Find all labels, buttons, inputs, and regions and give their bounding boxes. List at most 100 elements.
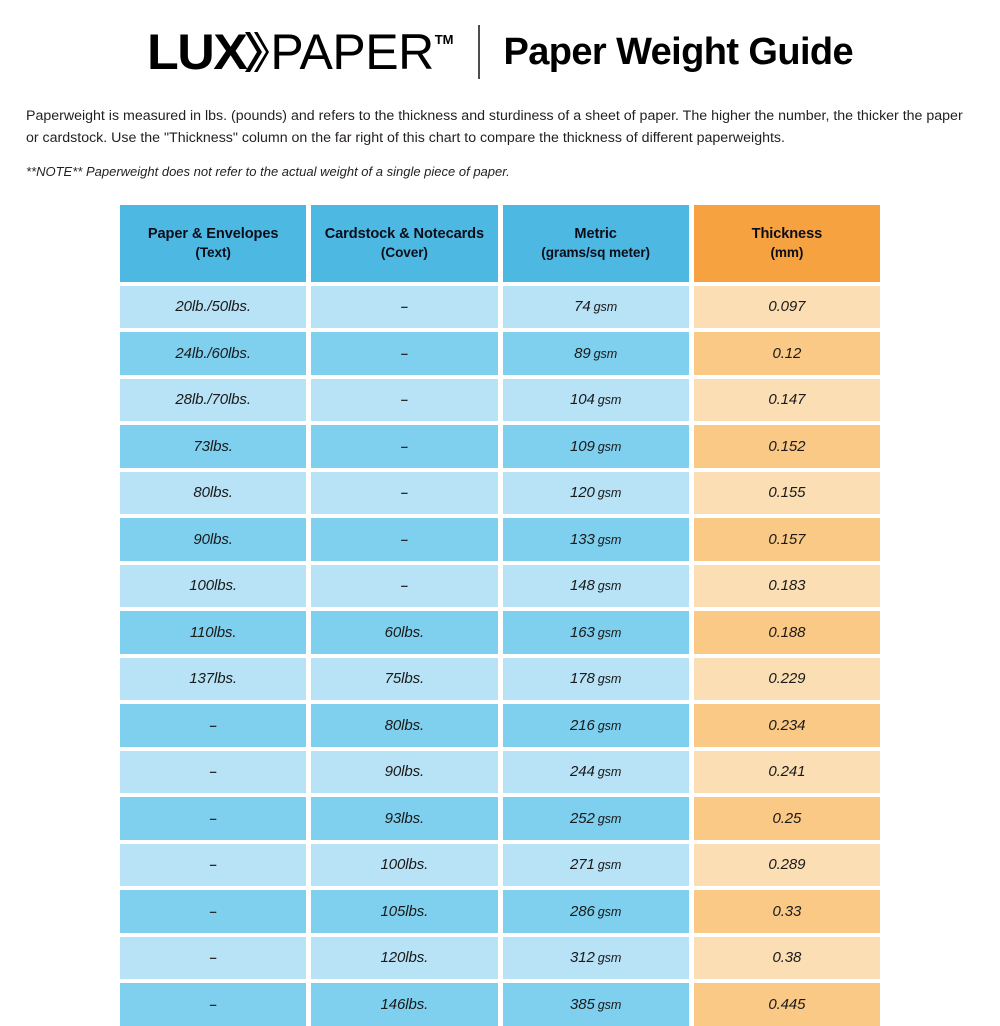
cell-thickness-value: 0.25: [772, 809, 802, 827]
cell-metric: 148 gsm: [502, 564, 689, 608]
metric-value: 163 gsm: [570, 624, 621, 641]
table-row: 137lbs. 75lbs. 178 gsm 0.229: [120, 657, 880, 701]
table-row: 24lb./60lbs. – 89 gsm 0.12: [120, 332, 880, 375]
cell-paper-envelopes: 24lb./60lbs.: [120, 332, 307, 375]
cell-paper-envelopes-value: 24lb./60lbs.: [175, 344, 251, 362]
paper-weight-table: Paper & Envelopes (Text) Cardstock & Not…: [120, 204, 880, 1026]
cell-cardstock-notecards: 90lbs.: [311, 750, 498, 794]
gsm-value: 252: [570, 809, 595, 827]
cell-paper-envelopes: –: [120, 936, 307, 980]
cell-thickness: 0.155: [693, 471, 880, 515]
cell-paper-envelopes-value: 73lbs.: [193, 437, 233, 455]
cell-cardstock-notecards: 120lbs.: [311, 936, 498, 980]
cell-thickness-value: 0.157: [768, 530, 806, 548]
gsm-value: 120: [570, 484, 595, 502]
cell-thickness-value: 0.234: [768, 716, 806, 734]
cell-metric: 104 gsm: [502, 378, 689, 422]
cell-thickness-value: 0.12: [772, 344, 802, 362]
gsm-unit-label: gsm: [597, 486, 622, 501]
cell-metric: 286 gsm: [502, 890, 689, 933]
gsm-value: 148: [570, 577, 595, 595]
cell-cardstock-notecards-value: 120lbs.: [380, 949, 429, 967]
cell-thickness-value: 0.33: [772, 902, 802, 920]
gsm-value: 163: [570, 623, 595, 641]
cell-paper-envelopes: –: [120, 797, 307, 840]
cell-thickness-value: 0.152: [768, 437, 806, 455]
cell-paper-envelopes: 28lb./70lbs.: [120, 378, 307, 422]
metric-value: 216 gsm: [570, 717, 621, 734]
cell-paper-envelopes-value: 80lbs.: [193, 484, 233, 502]
cell-cardstock-notecards: 80lbs.: [311, 704, 498, 747]
cell-metric: 133 gsm: [502, 518, 689, 561]
gsm-value: 178: [570, 670, 595, 688]
cell-metric: 178 gsm: [502, 657, 689, 701]
empty-value-dash: –: [400, 392, 408, 408]
metric-value: 148 gsm: [570, 577, 621, 594]
metric-value: 104 gsm: [570, 391, 621, 408]
cell-cardstock-notecards: –: [311, 285, 498, 329]
gsm-value: 286: [570, 902, 595, 920]
metric-value: 89 gsm: [574, 345, 617, 362]
cell-cardstock-notecards: 93lbs.: [311, 797, 498, 840]
gsm-unit-label: gsm: [597, 718, 622, 733]
empty-value-dash: –: [209, 903, 217, 919]
gsm-value: 216: [570, 716, 595, 734]
cell-cardstock-notecards: –: [311, 564, 498, 608]
cell-thickness: 0.183: [693, 564, 880, 608]
column-header-subtitle: (grams/sq meter): [541, 244, 650, 260]
intro-note-text: **NOTE** Paperweight does not refer to t…: [26, 163, 510, 179]
cell-metric: 163 gsm: [502, 611, 689, 654]
metric-value: 271 gsm: [570, 856, 621, 873]
cell-paper-envelopes: 137lbs.: [120, 657, 307, 701]
gsm-unit-label: gsm: [597, 672, 622, 687]
gsm-unit-label: gsm: [597, 904, 622, 919]
table-row: – 120lbs. 312 gsm 0.38: [120, 936, 880, 980]
cell-cardstock-notecards-value: 90lbs.: [384, 763, 425, 781]
table-row: 100lbs. – 148 gsm 0.183: [120, 564, 880, 608]
gsm-unit-label: gsm: [593, 300, 618, 315]
metric-value: 252 gsm: [570, 810, 621, 827]
cell-paper-envelopes: –: [120, 704, 307, 747]
cell-cardstock-notecards-value: 105lbs.: [380, 902, 429, 920]
cell-thickness: 0.445: [693, 983, 880, 1026]
gsm-unit-label: gsm: [593, 346, 618, 361]
page-title: Paper Weight Guide: [503, 30, 854, 73]
gsm-value: 109: [570, 437, 595, 455]
cell-thickness-value: 0.155: [768, 484, 806, 502]
table-row: 28lb./70lbs. – 104 gsm 0.147: [120, 378, 880, 422]
cell-thickness: 0.38: [693, 936, 880, 980]
cell-paper-envelopes-value: 110lbs.: [189, 623, 237, 641]
empty-value-dash: –: [400, 531, 408, 547]
cell-thickness: 0.097: [693, 285, 880, 329]
logo-lux-text: LUX: [146, 24, 248, 80]
table-row: – 90lbs. 244 gsm 0.241: [120, 750, 880, 794]
cell-thickness-value: 0.229: [768, 670, 806, 688]
gsm-value: 271: [570, 856, 595, 874]
empty-value-dash: –: [209, 810, 217, 826]
cell-thickness: 0.33: [693, 890, 880, 933]
cell-cardstock-notecards: –: [311, 471, 498, 515]
gsm-value: 89: [574, 344, 591, 362]
cell-paper-envelopes: 73lbs.: [120, 425, 307, 468]
cell-metric: 252 gsm: [502, 797, 689, 840]
cell-thickness-value: 0.445: [768, 995, 806, 1013]
cell-paper-envelopes: 20lb./50lbs.: [120, 285, 307, 329]
column-header-metric: Metric (grams/sq meter): [502, 204, 689, 282]
cell-thickness: 0.152: [693, 425, 880, 468]
column-header-title: Metric: [574, 226, 617, 243]
table-header-row: Paper & Envelopes (Text) Cardstock & Not…: [120, 204, 880, 282]
cell-cardstock-notecards-value: 75lbs.: [384, 670, 425, 688]
empty-value-dash: –: [209, 764, 217, 780]
cell-metric: 120 gsm: [502, 471, 689, 515]
gsm-value: 312: [570, 949, 595, 967]
cell-paper-envelopes: –: [120, 890, 307, 933]
gsm-unit-label: gsm: [597, 951, 622, 966]
empty-value-dash: –: [400, 299, 408, 315]
cell-thickness: 0.241: [693, 750, 880, 794]
cell-cardstock-notecards: –: [311, 378, 498, 422]
cell-cardstock-notecards: 75lbs.: [311, 657, 498, 701]
column-header-thickness: Thickness (mm): [693, 204, 880, 282]
empty-value-dash: –: [209, 950, 217, 966]
cell-cardstock-notecards-value: 146lbs.: [380, 995, 429, 1013]
metric-value: 133 gsm: [570, 531, 621, 548]
